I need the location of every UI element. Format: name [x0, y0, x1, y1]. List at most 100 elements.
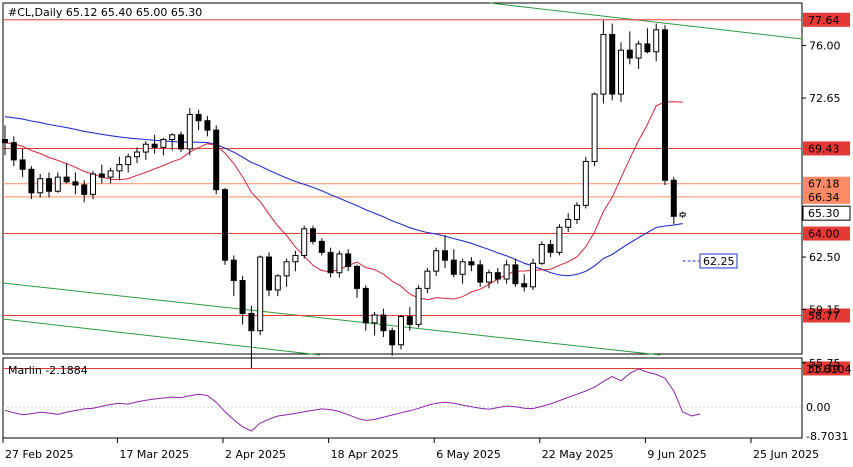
indicator-plot-area: [2, 357, 803, 439]
y-tick-label: 76.00: [809, 40, 841, 53]
candle-body: [424, 270, 431, 289]
candle-body: [248, 312, 255, 332]
channel-upper-line: [489, 2, 803, 40]
candle-body: [46, 178, 52, 192]
level-tag-label: 64.00: [808, 228, 840, 241]
candle-body: [204, 120, 211, 131]
candle-body: [450, 259, 457, 275]
indicator-tick-bottom: -8.7031: [806, 430, 848, 443]
candle-body: [37, 178, 44, 194]
level-tag-bg: [803, 176, 850, 191]
candle-body: [591, 93, 598, 162]
candle-body: [653, 29, 660, 53]
candle-body: [327, 251, 334, 274]
candle-body: [486, 272, 492, 283]
candle-body: [107, 170, 114, 178]
marlin-line: [4, 368, 701, 432]
candle-body: [362, 287, 369, 324]
candle-body: [90, 173, 96, 195]
candle-body: [565, 218, 572, 228]
candle-body: [72, 181, 79, 186]
candle-body: [160, 139, 167, 148]
y-tick-label: 55.75: [809, 357, 841, 370]
y-tick-label: 59.15: [809, 304, 841, 317]
channel-lower-line: [2, 318, 321, 356]
candle-body: [442, 250, 448, 261]
candle-body: [257, 256, 264, 332]
candle-body: [239, 280, 246, 314]
level-tag-bg: [803, 12, 850, 27]
level-tag-bg: [803, 141, 850, 156]
candle-body: [345, 253, 352, 267]
candle-body: [301, 228, 308, 256]
candle-body: [195, 113, 202, 122]
candle-body: [477, 264, 484, 283]
candle-body: [538, 244, 545, 264]
trend-channel-layer: [2, 2, 803, 356]
candle-body: [600, 34, 607, 95]
candle-body: [142, 143, 149, 153]
main-plot-area: [2, 2, 803, 355]
candle-body: [266, 256, 272, 291]
level-tag-label: 55.39: [808, 362, 840, 375]
slow-moving-average-line: [4, 116, 683, 277]
candle-body: [354, 265, 360, 289]
candle-body: [98, 173, 105, 178]
candle-body: [371, 314, 378, 324]
candle-body: [503, 264, 510, 280]
y-tick-label: 62.50: [809, 251, 841, 264]
level-tag-bg: [803, 361, 850, 376]
candle-body: [626, 49, 633, 59]
candle-body: [81, 184, 88, 195]
level-tag-label: 58.77: [808, 309, 840, 322]
candle-body: [380, 314, 387, 332]
marlin-layer: [3, 368, 802, 432]
candle-body: [274, 275, 281, 291]
candle-body: [213, 129, 220, 191]
candle-body: [609, 34, 616, 95]
x-tick-label: 17 Mar 2025: [119, 448, 189, 461]
level-tag-label: 69.43: [808, 142, 840, 155]
candle-body: [134, 151, 140, 158]
chart-title: #CL,Daily 65.12 65.40 65.00 65.30: [8, 6, 202, 19]
candle-body: [468, 261, 475, 266]
level-tag-label: 66.34: [808, 191, 840, 204]
moving-averages-layer: 62.25: [4, 101, 738, 301]
candle-body: [494, 272, 501, 280]
candle-body: [151, 143, 158, 148]
candle-body: [54, 176, 61, 192]
candle-body: [398, 316, 404, 346]
candle-body: [406, 316, 413, 325]
candle-body: [2, 139, 8, 144]
candle-body: [512, 264, 519, 285]
level-tag-label: 67.18: [808, 178, 840, 191]
indicator-tick-top: 11.6104: [806, 363, 852, 376]
candle-body: [679, 212, 686, 217]
x-tick-label: 18 Apr 2025: [331, 448, 399, 461]
candle-body: [318, 240, 325, 253]
x-tick-label: 2 Apr 2025: [225, 448, 286, 461]
candle-body: [336, 253, 343, 274]
candles-layer: [2, 20, 686, 369]
candle-body: [574, 204, 580, 220]
candle-body: [19, 159, 26, 170]
candle-body: [433, 250, 440, 272]
candle-body: [459, 261, 466, 275]
candle-body: [415, 287, 422, 325]
candle-body: [222, 189, 228, 261]
x-tick-label: 9 Jun 2025: [647, 448, 706, 461]
candle-body: [582, 160, 589, 206]
fast-moving-average-line: [4, 101, 683, 301]
candle-body: [310, 228, 316, 242]
candle-body: [63, 176, 70, 183]
candle-body: [556, 226, 563, 253]
indicator-tick-zero: 0.00: [806, 401, 831, 414]
current-price-tag: 65.30: [808, 207, 840, 220]
candle-body: [530, 262, 536, 288]
candle-body: [670, 179, 677, 217]
y-tick-label: 72.65: [809, 92, 841, 105]
level-tag-bg: [803, 189, 850, 204]
candle-body: [618, 49, 624, 95]
